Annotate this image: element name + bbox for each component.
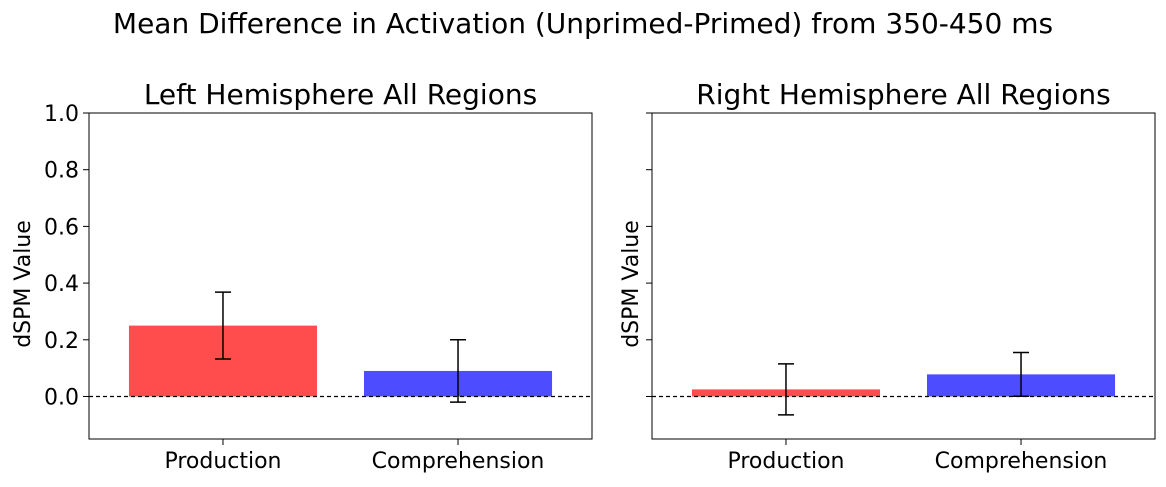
x-tick-label-production: Production [164, 449, 281, 474]
y-axis-label: dSPM Value [11, 220, 36, 348]
y-tick-label: 0.4 [44, 272, 79, 297]
x-tick-label-production: Production [727, 449, 844, 474]
panel-title: Right Hemisphere All Regions [696, 78, 1110, 111]
error-bar-production [777, 363, 794, 416]
y-tick-label: 0.8 [44, 159, 79, 184]
error-bar-production [214, 291, 231, 360]
figure-suptitle: Mean Difference in Activation (Unprimed-… [113, 7, 1053, 40]
chart-panels: 0.0 0.2 0.4 0.6 0.8 1.0 Production Comprehensio… [11, 78, 1156, 474]
x-tick-label-comprehension: Comprehension [372, 449, 545, 474]
y-axis-label: dSPM Value [619, 220, 644, 348]
y-tick-label: 0.6 [44, 215, 79, 240]
error-bar-comprehension [450, 339, 467, 403]
chart-panel-1: 0.0 0.2 0.4 0.6 0.8 1.0 Production Comprehensio… [11, 78, 593, 474]
chart-panel-2: Production Comprehension Right Hemisphere … [619, 78, 1156, 474]
panel-title: Left Hemisphere All Regions [144, 78, 537, 111]
error-bar-comprehension [1013, 351, 1030, 397]
axes-frame [651, 112, 1156, 440]
y-tick-label: 0.2 [44, 329, 79, 354]
y-tick-label: 1.0 [44, 102, 79, 127]
x-tick-label-comprehension: Comprehension [935, 449, 1108, 474]
axes-frame [88, 112, 593, 440]
y-tick-label: 0.0 [44, 385, 79, 410]
